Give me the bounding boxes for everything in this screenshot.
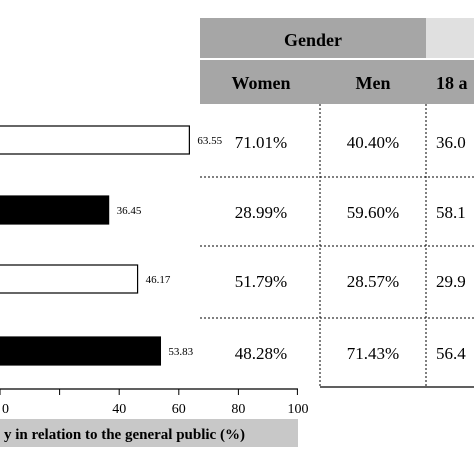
cell-r3-age: 29.9 [436, 272, 466, 291]
x-tick-label-100: 100 [288, 402, 309, 417]
women-header: Women [231, 73, 290, 93]
bar-value-labels: 63.55 36.45 46.17 53.83 [117, 135, 223, 358]
bar-1 [0, 125, 190, 155]
bar-value-label-4: 53.83 [168, 346, 193, 358]
x-tick-label-0: 0 [2, 402, 9, 417]
subheader-row-gender [200, 60, 426, 104]
x-axis-ticks [0, 389, 298, 395]
bar-4 [0, 336, 162, 366]
cell-r2-age: 58.1 [436, 203, 466, 222]
bar-2 [0, 195, 110, 225]
cell-r4-age: 56.4 [436, 344, 466, 363]
x-axis-title-band [0, 419, 298, 447]
subheader-row-age [426, 60, 474, 104]
cell-r3-women: 51.79% [235, 272, 287, 291]
gender-header: Gender [284, 30, 342, 50]
table-grid [200, 104, 474, 386]
bar-value-label-3: 46.17 [146, 274, 171, 286]
cell-r1-men: 40.40% [347, 133, 399, 152]
cell-r2-men: 59.60% [347, 203, 399, 222]
age-18-header: 18 a [436, 73, 468, 93]
gender-header-cell [200, 18, 426, 58]
x-axis-tick-labels: 0 40 60 80 100 [2, 402, 309, 417]
cell-r1-age: 36.0 [436, 133, 466, 152]
cell-r4-women: 48.28% [235, 344, 287, 363]
age-header-cell [426, 18, 474, 58]
x-axis-title: y in relation to the general public (%) [4, 427, 245, 443]
bar-value-label-1: 63.55 [197, 135, 222, 147]
x-tick-label-40: 40 [112, 402, 126, 417]
cell-r4-men: 71.43% [347, 344, 399, 363]
cell-r1-women: 71.01% [235, 133, 287, 152]
bar-value-label-2: 36.45 [117, 205, 142, 217]
cell-r2-women: 28.99% [235, 203, 287, 222]
men-header: Men [356, 73, 391, 93]
bar-3 [0, 264, 139, 294]
cell-r3-men: 28.57% [347, 272, 399, 291]
x-tick-label-80: 80 [231, 402, 245, 417]
bar-series [0, 125, 190, 366]
x-tick-label-60: 60 [172, 402, 186, 417]
